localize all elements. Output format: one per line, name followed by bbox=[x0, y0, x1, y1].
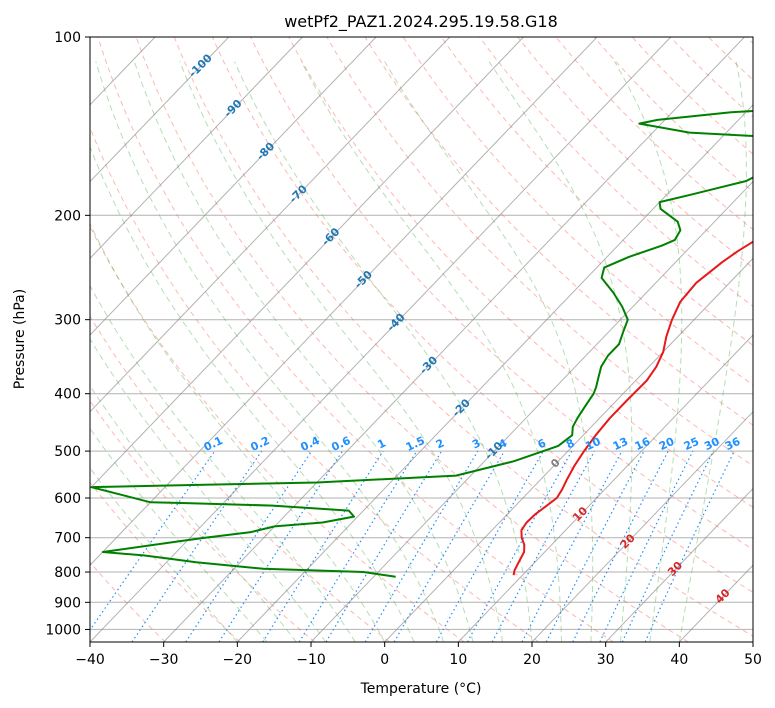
moist-adiabat-line bbox=[678, 61, 747, 642]
x-tick-label: −40 bbox=[75, 652, 105, 668]
dry-adiabat-line bbox=[173, 37, 753, 637]
moist-adiabat-line bbox=[233, 61, 533, 642]
moist-adiabat-line bbox=[488, 61, 633, 642]
x-tick-label: −20 bbox=[223, 652, 253, 668]
dry-adiabat-line bbox=[90, 126, 540, 642]
y-tick-label: 200 bbox=[54, 208, 81, 224]
moist-adiabat-line bbox=[95, 61, 445, 642]
isotherm-line bbox=[236, 104, 753, 642]
isotherm-line bbox=[90, 37, 230, 183]
moist-adiabat-line bbox=[90, 145, 415, 642]
moist-adiabat-line bbox=[90, 337, 327, 642]
y-tick-label: 300 bbox=[54, 313, 81, 329]
mixing-ratio-label: 25 bbox=[682, 435, 701, 453]
y-tick-label: 100 bbox=[54, 30, 81, 46]
dry-adiabat-line bbox=[90, 400, 316, 642]
isotherm-line bbox=[90, 37, 377, 336]
profile-lines bbox=[90, 110, 753, 578]
moist-adiabat-line bbox=[90, 427, 268, 642]
plot-frame bbox=[89, 36, 754, 643]
mixing-ratio-line bbox=[466, 450, 573, 642]
isotherm-line bbox=[457, 334, 753, 642]
moist-adiabat-line bbox=[90, 385, 297, 642]
isotherm-line bbox=[163, 37, 745, 642]
dewpoint-profile-line bbox=[90, 110, 753, 578]
mixing-ratio-line bbox=[621, 450, 714, 642]
temperature-profile-line bbox=[512, 240, 753, 576]
dry-adiabat-line bbox=[288, 37, 753, 508]
x-tick-label: 0 bbox=[380, 652, 389, 668]
mixing-ratio-line bbox=[90, 450, 216, 632]
background-lines bbox=[90, 37, 753, 642]
dry-adiabat-line bbox=[135, 37, 689, 642]
dry-adiabat-line bbox=[211, 37, 753, 593]
isotherm-line bbox=[90, 37, 303, 260]
dry-adiabat-line bbox=[250, 37, 753, 551]
isotherm-line bbox=[605, 487, 753, 642]
mixing-ratio-line bbox=[262, 450, 384, 642]
mixing-ratio-line bbox=[364, 450, 479, 642]
moist-adiabat-line bbox=[133, 61, 474, 642]
y-tick-label: 600 bbox=[54, 491, 81, 507]
mixing-ratio-label: 36 bbox=[723, 435, 743, 453]
moist-adiabat-line bbox=[179, 61, 503, 642]
mixing-ratio-line bbox=[435, 450, 544, 642]
mixing-ratio-line bbox=[599, 450, 694, 642]
dry-adiabat-line bbox=[479, 37, 753, 307]
mixing-ratio-label: 10 bbox=[583, 435, 603, 453]
y-tick-label: 700 bbox=[54, 531, 81, 547]
x-tick-label: −30 bbox=[149, 652, 179, 668]
mixing-ratio-label: 20 bbox=[657, 435, 677, 453]
moist-adiabat-line bbox=[90, 467, 238, 642]
x-axis-label: Temperature (°C) bbox=[360, 681, 482, 697]
x-tick-label: −10 bbox=[296, 652, 326, 668]
isotherm-line bbox=[90, 37, 451, 413]
x-tick-label: 30 bbox=[597, 652, 615, 668]
isotherm-line bbox=[531, 411, 753, 642]
isotherm-line bbox=[90, 37, 598, 566]
x-tick-label: 40 bbox=[670, 652, 688, 668]
dry-adiabat-line bbox=[517, 37, 753, 269]
mixing-ratio-label: 13 bbox=[611, 435, 630, 453]
x-tick-label: 50 bbox=[744, 652, 762, 668]
isotherm-line bbox=[90, 37, 524, 490]
mixing-ratio-label: 16 bbox=[633, 435, 653, 453]
y-tick-label: 900 bbox=[54, 595, 81, 611]
dry-adiabat-line bbox=[97, 37, 614, 642]
mixing-ratio-line bbox=[644, 450, 735, 642]
mixing-ratio-line bbox=[298, 450, 418, 642]
dry-adiabat-line bbox=[555, 37, 753, 231]
y-tick-label: 1000 bbox=[45, 622, 81, 638]
dry-adiabat-line bbox=[90, 315, 390, 642]
x-tick-label: 20 bbox=[523, 652, 541, 668]
isotherm-line bbox=[310, 180, 753, 642]
moist-adiabat-line bbox=[300, 61, 562, 642]
mixing-ratio-line bbox=[393, 450, 505, 642]
x-tick-label: 10 bbox=[449, 652, 467, 668]
chart-title: wetPf2_PAZ1.2024.295.19.58.G18 bbox=[284, 12, 558, 32]
dry-adiabat-line bbox=[440, 37, 753, 346]
dry-adiabat-line bbox=[90, 225, 465, 642]
moist-adiabat-line bbox=[90, 284, 356, 642]
axis-ticks: −40 −30 −20 −10 0 10 20 30 40 50 100 200 300 400 500 60… bbox=[45, 30, 762, 668]
mixing-ratio-line bbox=[491, 450, 596, 642]
mixing-ratio-line bbox=[325, 450, 443, 642]
y-axis-label: Pressure (hPa) bbox=[12, 289, 28, 389]
moist-adiabat-line bbox=[614, 61, 683, 642]
y-tick-label: 400 bbox=[54, 387, 81, 403]
isotherm-line bbox=[384, 257, 753, 642]
y-tick-label: 500 bbox=[54, 444, 81, 460]
y-tick-label: 800 bbox=[54, 565, 81, 581]
mixing-ratio-label: 30 bbox=[702, 435, 722, 453]
